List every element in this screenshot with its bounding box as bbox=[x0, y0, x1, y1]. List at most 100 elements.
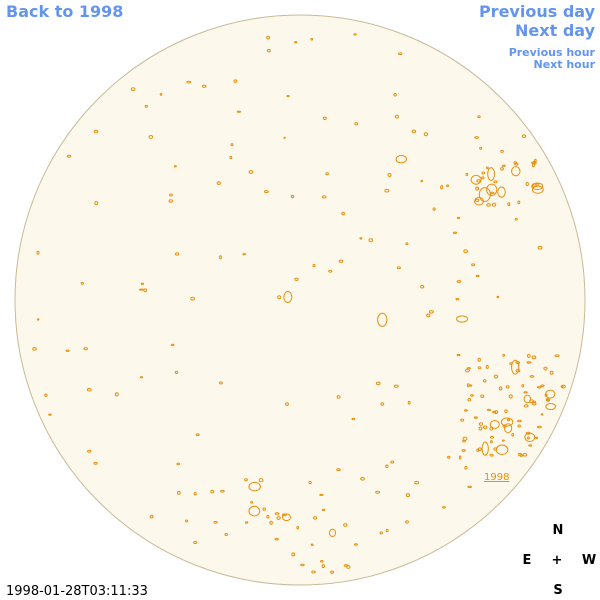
contour bbox=[481, 176, 485, 180]
contour bbox=[219, 255, 222, 260]
contour bbox=[545, 402, 557, 411]
contour bbox=[514, 217, 518, 221]
contour bbox=[446, 184, 450, 187]
contour bbox=[143, 288, 148, 292]
contour bbox=[325, 172, 329, 176]
contour bbox=[266, 514, 270, 519]
contour bbox=[190, 296, 195, 301]
contour bbox=[148, 135, 154, 139]
contour bbox=[244, 521, 249, 524]
contour bbox=[36, 250, 40, 255]
contour bbox=[517, 452, 523, 456]
contour bbox=[498, 386, 503, 391]
contour bbox=[470, 394, 474, 397]
contour bbox=[540, 384, 545, 387]
contour bbox=[376, 381, 381, 386]
contour bbox=[248, 505, 261, 517]
contour bbox=[395, 155, 408, 164]
contour bbox=[300, 563, 305, 567]
contour bbox=[274, 537, 279, 541]
contour bbox=[529, 375, 535, 378]
contour bbox=[540, 413, 544, 416]
contour bbox=[405, 520, 409, 524]
contour bbox=[405, 493, 410, 498]
compass-west: W bbox=[582, 553, 596, 568]
contour bbox=[353, 33, 357, 36]
contour bbox=[440, 185, 444, 190]
contour bbox=[216, 181, 221, 185]
contour bbox=[481, 441, 489, 456]
back-link[interactable]: Back to 1998 bbox=[6, 2, 123, 21]
contour bbox=[474, 136, 479, 139]
contour bbox=[312, 263, 316, 268]
contour bbox=[379, 531, 383, 535]
contour bbox=[411, 129, 417, 134]
contour bbox=[343, 523, 348, 527]
contour bbox=[420, 179, 424, 183]
contour bbox=[169, 193, 173, 197]
contour bbox=[262, 507, 266, 511]
contour bbox=[321, 508, 326, 512]
contour bbox=[515, 369, 521, 373]
contour bbox=[452, 231, 458, 234]
contour bbox=[521, 384, 525, 388]
contour bbox=[139, 376, 144, 379]
contour bbox=[481, 171, 486, 175]
contour bbox=[224, 532, 229, 537]
contour bbox=[482, 379, 487, 383]
contour bbox=[44, 393, 48, 397]
contour bbox=[338, 259, 344, 263]
contour bbox=[269, 520, 273, 525]
contour bbox=[248, 170, 254, 174]
contour bbox=[281, 513, 287, 517]
contour bbox=[490, 191, 495, 195]
contour bbox=[390, 460, 395, 464]
contour bbox=[236, 110, 242, 113]
contour bbox=[535, 183, 539, 187]
contour bbox=[492, 410, 497, 414]
contour bbox=[210, 489, 215, 494]
previous-hour-link[interactable]: Previous hour bbox=[509, 46, 596, 59]
contour bbox=[93, 461, 98, 465]
contour bbox=[322, 116, 327, 120]
contour bbox=[193, 492, 197, 496]
region-label[interactable]: 1998 bbox=[484, 472, 509, 483]
contour bbox=[497, 186, 506, 198]
contour bbox=[476, 448, 480, 452]
contour bbox=[509, 362, 513, 365]
contour bbox=[277, 295, 282, 300]
contour bbox=[511, 359, 520, 375]
contour bbox=[286, 94, 290, 98]
contour bbox=[283, 290, 293, 304]
contour bbox=[387, 172, 392, 178]
contour bbox=[531, 402, 537, 406]
contour bbox=[242, 253, 247, 256]
contour bbox=[485, 166, 489, 170]
contour bbox=[529, 399, 535, 404]
contour bbox=[377, 312, 388, 327]
contour bbox=[502, 439, 505, 442]
contour bbox=[486, 183, 498, 196]
contour bbox=[230, 143, 234, 147]
contour bbox=[244, 478, 248, 482]
contour bbox=[296, 525, 300, 530]
contour bbox=[461, 449, 466, 452]
contour bbox=[521, 134, 527, 139]
contour bbox=[527, 353, 531, 358]
contour bbox=[291, 552, 296, 557]
contour bbox=[380, 402, 385, 406]
contour bbox=[511, 166, 521, 177]
previous-day-link[interactable]: Previous day bbox=[479, 2, 596, 21]
contour bbox=[360, 476, 365, 481]
contour bbox=[496, 295, 500, 299]
contour bbox=[479, 146, 483, 150]
next-hour-link[interactable]: Next hour bbox=[534, 58, 596, 71]
contour bbox=[494, 410, 499, 414]
contour bbox=[560, 384, 566, 389]
contour bbox=[310, 543, 314, 546]
contour bbox=[276, 516, 281, 520]
contour bbox=[48, 413, 52, 416]
contour bbox=[248, 481, 261, 492]
next-day-link[interactable]: Next day bbox=[515, 21, 596, 40]
contour bbox=[543, 366, 548, 371]
